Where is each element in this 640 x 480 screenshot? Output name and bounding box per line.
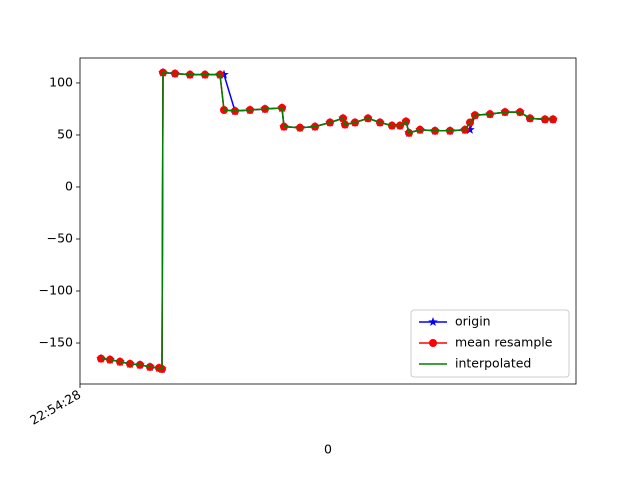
star-marker: [465, 124, 475, 134]
y-tick-label: 50: [57, 126, 73, 141]
x-axis-label: 0: [324, 442, 332, 457]
series: [100, 71, 553, 371]
y-tick-label: −150: [39, 335, 73, 350]
star-marker: [219, 69, 229, 79]
legend-box: [410, 309, 570, 378]
y-tick-label: −50: [47, 230, 73, 245]
circle-marker: [97, 354, 105, 363]
circle-marker: [429, 339, 437, 347]
y-tick-label: 0: [65, 178, 73, 193]
y-tick-label: 100: [49, 74, 73, 89]
legend-label: interpolated: [455, 356, 531, 371]
plot-frame: [79, 57, 577, 385]
legend-label: mean resample: [455, 335, 553, 350]
y-tick-label: −100: [39, 283, 73, 298]
star-marker: [428, 317, 438, 327]
legend-label: origin: [455, 314, 491, 329]
line: [100, 71, 553, 371]
